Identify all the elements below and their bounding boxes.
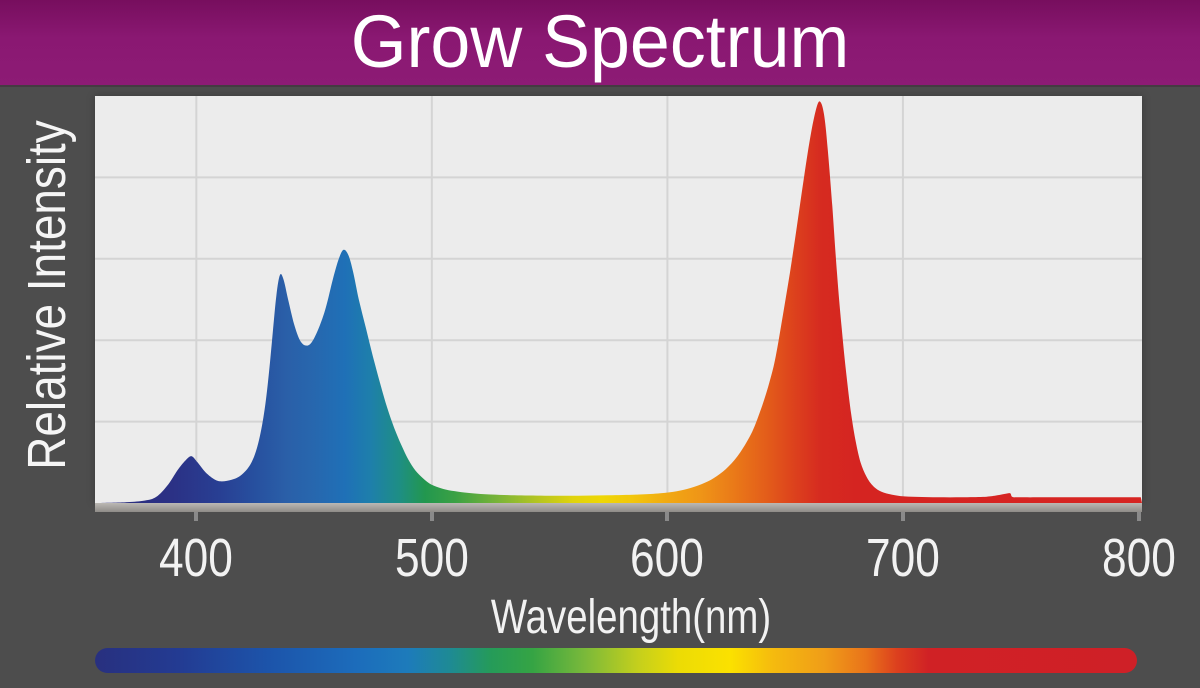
wavelength-colorbar	[95, 648, 1137, 673]
x-tick-label: 700	[865, 528, 940, 588]
x-tick	[194, 512, 199, 521]
x-tick	[900, 512, 905, 521]
x-tick	[1136, 512, 1141, 521]
x-tick	[665, 512, 670, 521]
page-title: Grow Spectrum	[350, 0, 850, 83]
x-tick-label: 800	[1101, 528, 1176, 588]
x-tick	[429, 512, 434, 521]
x-tick-label: 400	[159, 528, 234, 588]
spectrum-curve	[95, 101, 1142, 503]
x-tick-label: 600	[630, 528, 705, 588]
x-tick-label: 500	[394, 528, 469, 588]
x-axis-title: Wavelength(nm)	[490, 591, 772, 644]
header-banner: Grow Spectrum	[0, 0, 1200, 87]
y-axis-label: Relative Intensity	[17, 120, 77, 470]
x-axis-line	[95, 503, 1142, 512]
spectrum-plot	[95, 96, 1142, 503]
